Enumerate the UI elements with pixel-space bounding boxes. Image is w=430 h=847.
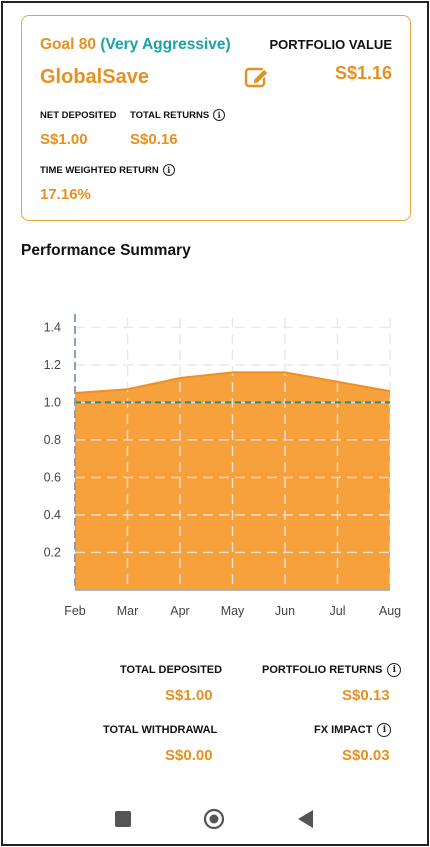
total-withdrawal-text: TOTAL WITHDRAWAL bbox=[103, 724, 218, 736]
portfolio-returns-text: PORTFOLIO RETURNS bbox=[262, 664, 383, 676]
goal-title: GlobalSave bbox=[40, 66, 149, 88]
y-tick-label: 1.0 bbox=[44, 395, 61, 409]
triangle-back-icon[interactable] bbox=[297, 809, 315, 834]
y-tick-label: 1.2 bbox=[44, 358, 61, 372]
x-tick-label: Apr bbox=[170, 604, 189, 618]
portfolio-value-label: PORTFOLIO VALUE bbox=[269, 37, 392, 52]
x-tick-label: May bbox=[221, 604, 245, 618]
net-deposited-text: NET DEPOSITED bbox=[40, 110, 117, 121]
y-tick-label: 0.6 bbox=[44, 470, 61, 484]
info-icon[interactable]: i bbox=[162, 164, 175, 176]
info-icon[interactable]: i bbox=[377, 723, 392, 737]
portfolio-returns-value: S$0.13 bbox=[342, 687, 390, 704]
x-tick-label: Feb bbox=[64, 604, 86, 618]
y-tick-label: 0.2 bbox=[44, 545, 61, 559]
info-icon[interactable]: i bbox=[213, 109, 226, 121]
circle-home-icon[interactable] bbox=[203, 808, 225, 835]
x-tick-label: Aug bbox=[379, 604, 401, 618]
twr-label: TIME WEIGHTED RETURN i bbox=[40, 164, 175, 176]
x-tick-label: Jun bbox=[275, 604, 295, 618]
x-tick-label: Mar bbox=[117, 604, 139, 618]
total-returns-label: TOTAL RETURNS i bbox=[130, 109, 226, 121]
y-tick-label: 0.4 bbox=[44, 508, 61, 522]
portfolio-returns-label: PORTFOLIO RETURNS i bbox=[262, 663, 402, 677]
goal-header: Goal 80 (Very Aggressive) bbox=[40, 36, 231, 54]
performance-chart: 0.2 0.4 0.6 0.8 1.0 1.2 1.4 Feb Mar Apr May Jun Jul A… bbox=[0, 300, 430, 630]
x-tick-label: Jul bbox=[330, 604, 346, 618]
total-returns-text: TOTAL RETURNS bbox=[130, 109, 210, 121]
info-icon[interactable]: i bbox=[387, 663, 402, 677]
fx-impact-text: FX IMPACT bbox=[314, 724, 373, 736]
android-nav-bar bbox=[0, 800, 430, 840]
square-icon[interactable] bbox=[114, 810, 132, 833]
total-withdrawal-label: TOTAL WITHDRAWAL bbox=[103, 724, 217, 736]
twr-text: TIME WEIGHTED RETURN bbox=[40, 164, 159, 176]
portfolio-value: S$1.16 bbox=[334, 63, 392, 83]
total-deposited-value: S$1.00 bbox=[165, 687, 213, 704]
total-deposited-text: TOTAL DEPOSITED bbox=[120, 664, 223, 676]
net-deposited-value: S$1.00 bbox=[40, 131, 88, 148]
goal-risk-level: (Very Aggressive) bbox=[100, 36, 231, 53]
y-tick-label: 1.4 bbox=[44, 320, 61, 334]
total-returns-value: S$0.16 bbox=[130, 131, 178, 148]
fx-impact-value: S$0.03 bbox=[342, 747, 390, 764]
goal-number: Goal 80 bbox=[40, 36, 96, 53]
series-line bbox=[74, 371, 391, 395]
net-deposited-label: NET DEPOSITED bbox=[40, 110, 117, 121]
edit-icon[interactable] bbox=[244, 65, 272, 89]
y-tick-label: 0.8 bbox=[44, 433, 61, 447]
total-deposited-label: TOTAL DEPOSITED bbox=[120, 664, 222, 676]
fx-impact-label: FX IMPACT i bbox=[314, 723, 392, 737]
twr-value: 17.16% bbox=[40, 186, 91, 203]
goal-card[interactable]: Goal 80 (Very Aggressive) GlobalSave POR… bbox=[21, 15, 411, 221]
total-withdrawal-value: S$0.00 bbox=[165, 747, 213, 764]
chart-svg: 0.2 0.4 0.6 0.8 1.0 1.2 1.4 Feb Mar Apr May Jun Jul A… bbox=[44, 314, 401, 618]
performance-summary-title: Performance Summary bbox=[21, 242, 191, 259]
